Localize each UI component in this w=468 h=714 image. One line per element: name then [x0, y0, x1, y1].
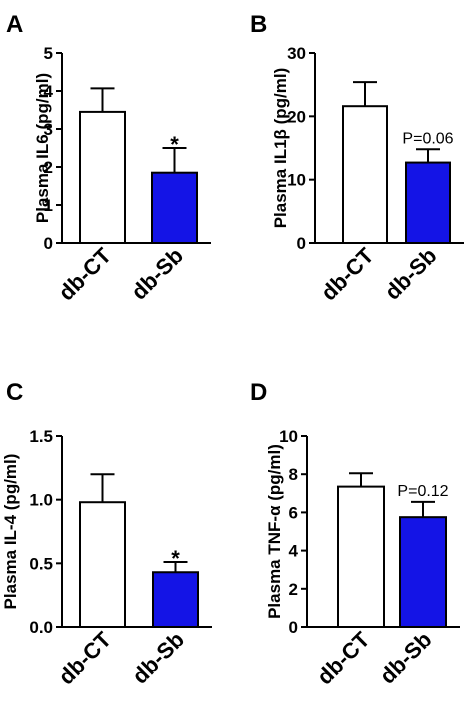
y-tick-label: 2 [44, 158, 53, 177]
y-tick-label: 6 [289, 503, 298, 522]
x-tick-label: db-CT [53, 242, 116, 305]
y-axis-label: Plasma IL-4 (pg/ml) [1, 454, 20, 610]
significance-annotation: * [170, 132, 179, 157]
y-tick-label: 0.0 [29, 618, 53, 637]
y-axis-label: Plasma IL1β (pg/ml) [271, 68, 290, 229]
y-tick-label: 30 [287, 44, 306, 63]
panel-a: A 0 1 2 3 4 5 Plasma IL6 (pg/ml)db-CT db-Sb * [6, 11, 211, 305]
y-tick-label: 10 [279, 427, 298, 446]
panel-b: B 0 10 20 30 Plasma IL1β (pg/ml) db-CT db-Sb P=0… [250, 11, 464, 305]
x-tick-label: db-CT [53, 626, 116, 689]
x-tick-label: db-Sb [375, 627, 437, 689]
y-tick-label: 10 [287, 171, 306, 190]
bar-db-ct [337, 485, 385, 628]
y-axis-label: Plasma IL6 (pg/ml) [33, 73, 52, 223]
panel-letter: A [6, 11, 23, 38]
y-tick-label: 20 [287, 107, 306, 126]
panel-letter: D [250, 379, 267, 406]
y-tick-label: 3 [44, 120, 53, 139]
y-tick-label: 1.5 [29, 427, 53, 446]
y-tick-label: 2 [289, 580, 298, 599]
x-tick-label: db-Sb [380, 243, 442, 305]
bar-db-sb [405, 161, 451, 244]
x-tick-label: db-Sb [126, 243, 188, 305]
y-tick-label: 1.0 [29, 491, 53, 510]
significance-annotation: P=0.12 [397, 483, 448, 500]
y-tick-label: 8 [289, 465, 298, 484]
significance-annotation: P=0.06 [402, 130, 453, 147]
x-tick-label: db-CT [312, 626, 375, 689]
y-tick-label: 0 [44, 234, 53, 253]
significance-annotation: * [171, 546, 180, 571]
bar-db-ct [79, 110, 126, 245]
bar-db-sb [152, 571, 199, 628]
bar-db-ct [342, 105, 388, 244]
x-tick-label: db-CT [316, 242, 379, 305]
y-tick-label: 0.5 [29, 554, 53, 573]
panel-letter: C [6, 379, 23, 406]
y-tick-label: 0 [289, 618, 298, 637]
bar-db-sb [151, 171, 198, 244]
panel-c: C 0.0 0.5 1.0 1.5 Plasma IL-4 (pg/ml) db-CT db-… [1, 379, 212, 689]
y-tick-label: 0 [297, 234, 306, 253]
x-tick-label: db-Sb [127, 627, 189, 689]
y-tick-label: 4 [44, 82, 54, 101]
bar-db-ct [79, 501, 126, 629]
bar-db-sb [399, 516, 447, 628]
y-axis-label: Plasma TNF-α (pg/ml) [265, 444, 284, 619]
y-tick-label: 1 [44, 196, 53, 215]
y-tick-label: 4 [289, 542, 299, 561]
y-tick-label: 5 [44, 44, 53, 63]
panel-letter: B [250, 11, 267, 38]
